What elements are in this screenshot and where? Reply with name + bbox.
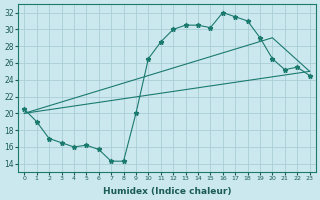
X-axis label: Humidex (Indice chaleur): Humidex (Indice chaleur) (103, 187, 231, 196)
